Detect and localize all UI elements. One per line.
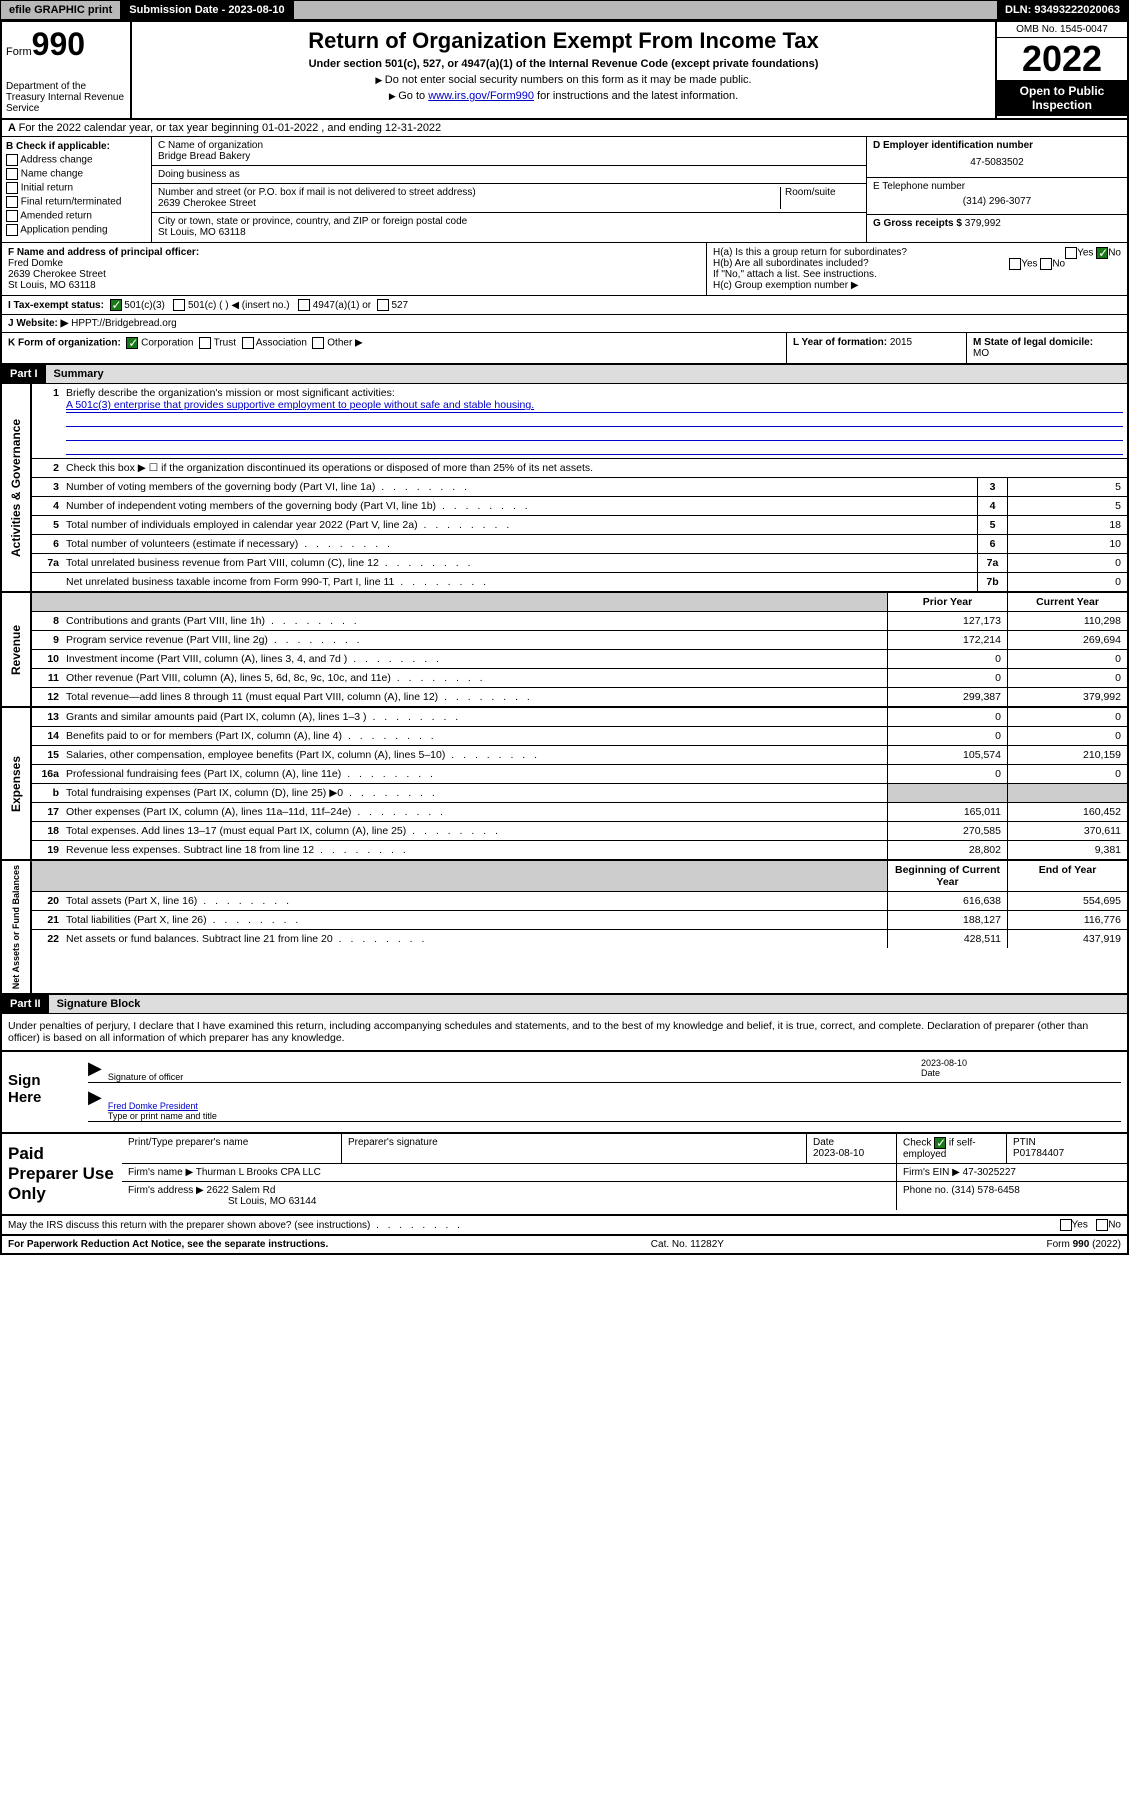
col-de: D Employer identification number 47-5083…: [867, 137, 1127, 242]
mission-text: A 501c(3) enterprise that provides suppo…: [66, 399, 534, 411]
summary-line: 20 Total assets (Part X, line 16) 616,63…: [32, 892, 1127, 911]
form-title: Return of Organization Exempt From Incom…: [138, 28, 989, 54]
submission-date: Submission Date - 2023-08-10: [121, 1, 293, 19]
org-address: 2639 Cherokee Street: [158, 198, 780, 209]
side-governance: Activities & Governance: [2, 384, 32, 591]
summary-line: 19 Revenue less expenses. Subtract line …: [32, 841, 1127, 859]
firm-name: Thurman L Brooks CPA LLC: [196, 1167, 321, 1178]
side-revenue: Revenue: [2, 593, 32, 706]
side-netassets: Net Assets or Fund Balances: [2, 861, 32, 993]
dln: DLN: 93493222020063: [997, 1, 1128, 19]
summary-line: 16a Professional fundraising fees (Part …: [32, 765, 1127, 784]
website: HPPT://Bridgebread.org: [71, 318, 177, 329]
summary-line: 9 Program service revenue (Part VIII, li…: [32, 631, 1127, 650]
tax-year: 2022: [997, 38, 1127, 80]
row-i-status: I Tax-exempt status: 501(c)(3) 501(c) ( …: [2, 296, 1127, 315]
ssn-note: Do not enter social security numbers on …: [138, 74, 989, 86]
officer-name: Fred Domke President: [108, 1101, 198, 1111]
form-subtitle: Under section 501(c), 527, or 4947(a)(1)…: [138, 58, 989, 70]
row-j-website: J Website: ▶ HPPT://Bridgebread.org: [2, 315, 1127, 333]
summary-line: 13 Grants and similar amounts paid (Part…: [32, 708, 1127, 727]
summary-line: 14 Benefits paid to or for members (Part…: [32, 727, 1127, 746]
part2-header: Part II Signature Block: [2, 995, 1127, 1014]
irs-link[interactable]: www.irs.gov/Form990: [428, 90, 534, 102]
summary-line: 6 Total number of volunteers (estimate i…: [32, 535, 1127, 554]
summary-line: 17 Other expenses (Part IX, column (A), …: [32, 803, 1127, 822]
summary-line: 4 Number of independent voting members o…: [32, 497, 1127, 516]
org-city: St Louis, MO 63118: [158, 227, 860, 238]
col-c-orginfo: C Name of organization Bridge Bread Bake…: [152, 137, 867, 242]
omb-number: OMB No. 1545-0047: [997, 22, 1127, 38]
summary-line: 5 Total number of individuals employed i…: [32, 516, 1127, 535]
top-bar: efile GRAPHIC print Submission Date - 20…: [0, 0, 1129, 20]
sign-here-label: Sign Here: [2, 1052, 82, 1132]
summary-line: 11 Other revenue (Part VIII, column (A),…: [32, 669, 1127, 688]
phone: (314) 296-3077: [873, 192, 1121, 211]
side-expenses: Expenses: [2, 708, 32, 859]
col-f-officer: F Name and address of principal officer:…: [2, 243, 707, 295]
row-k-formorg: K Form of organization: Corporation Trus…: [2, 333, 787, 363]
part1-header: Part I Summary: [2, 365, 1127, 384]
row-a-taxyear: A For the 2022 calendar year, or tax yea…: [2, 120, 1127, 137]
summary-line: 10 Investment income (Part VIII, column …: [32, 650, 1127, 669]
col-b-checkboxes: B Check if applicable: Address change Na…: [2, 137, 152, 242]
summary-line: 22 Net assets or fund balances. Subtract…: [32, 930, 1127, 948]
org-name: Bridge Bread Bakery: [158, 151, 860, 162]
form-footer: Form 990 (2022): [1047, 1239, 1121, 1250]
summary-line: b Total fundraising expenses (Part IX, c…: [32, 784, 1127, 803]
cat-no: Cat. No. 11282Y: [651, 1239, 724, 1250]
goto-note: Go to www.irs.gov/Form990 for instructio…: [138, 90, 989, 102]
summary-line: 18 Total expenses. Add lines 13–17 (must…: [32, 822, 1127, 841]
summary-line: 7a Total unrelated business revenue from…: [32, 554, 1127, 573]
discuss-row: May the IRS discuss this return with the…: [2, 1216, 1127, 1236]
sig-declaration: Under penalties of perjury, I declare th…: [2, 1014, 1127, 1052]
paid-prep-label: Paid Preparer Use Only: [2, 1134, 122, 1214]
summary-line: 12 Total revenue—add lines 8 through 11 …: [32, 688, 1127, 706]
ein: 47-5083502: [873, 151, 1121, 174]
summary-line: 3 Number of voting members of the govern…: [32, 478, 1127, 497]
efile-label[interactable]: efile GRAPHIC print: [1, 1, 121, 19]
col-h-group: H(a) Is this a group return for subordin…: [707, 243, 1127, 295]
row-m-state: M State of legal domicile: MO: [967, 333, 1127, 363]
form-box: Form990 Department of the Treasury Inter…: [2, 22, 132, 118]
year-box: OMB No. 1545-0047 2022 Open to Public In…: [997, 22, 1127, 118]
paperwork-notice: For Paperwork Reduction Act Notice, see …: [8, 1239, 328, 1250]
title-box: Return of Organization Exempt From Incom…: [132, 22, 997, 118]
row-l-year: L Year of formation: 2015: [787, 333, 967, 363]
dept-treasury: Department of the Treasury Internal Reve…: [6, 81, 126, 114]
summary-line: 15 Salaries, other compensation, employe…: [32, 746, 1127, 765]
gross-receipts: 379,992: [965, 218, 1001, 229]
summary-line: 8 Contributions and grants (Part VIII, l…: [32, 612, 1127, 631]
summary-line: 21 Total liabilities (Part X, line 26) 1…: [32, 911, 1127, 930]
summary-line: Net unrelated business taxable income fr…: [32, 573, 1127, 591]
open-inspection: Open to Public Inspection: [997, 80, 1127, 116]
